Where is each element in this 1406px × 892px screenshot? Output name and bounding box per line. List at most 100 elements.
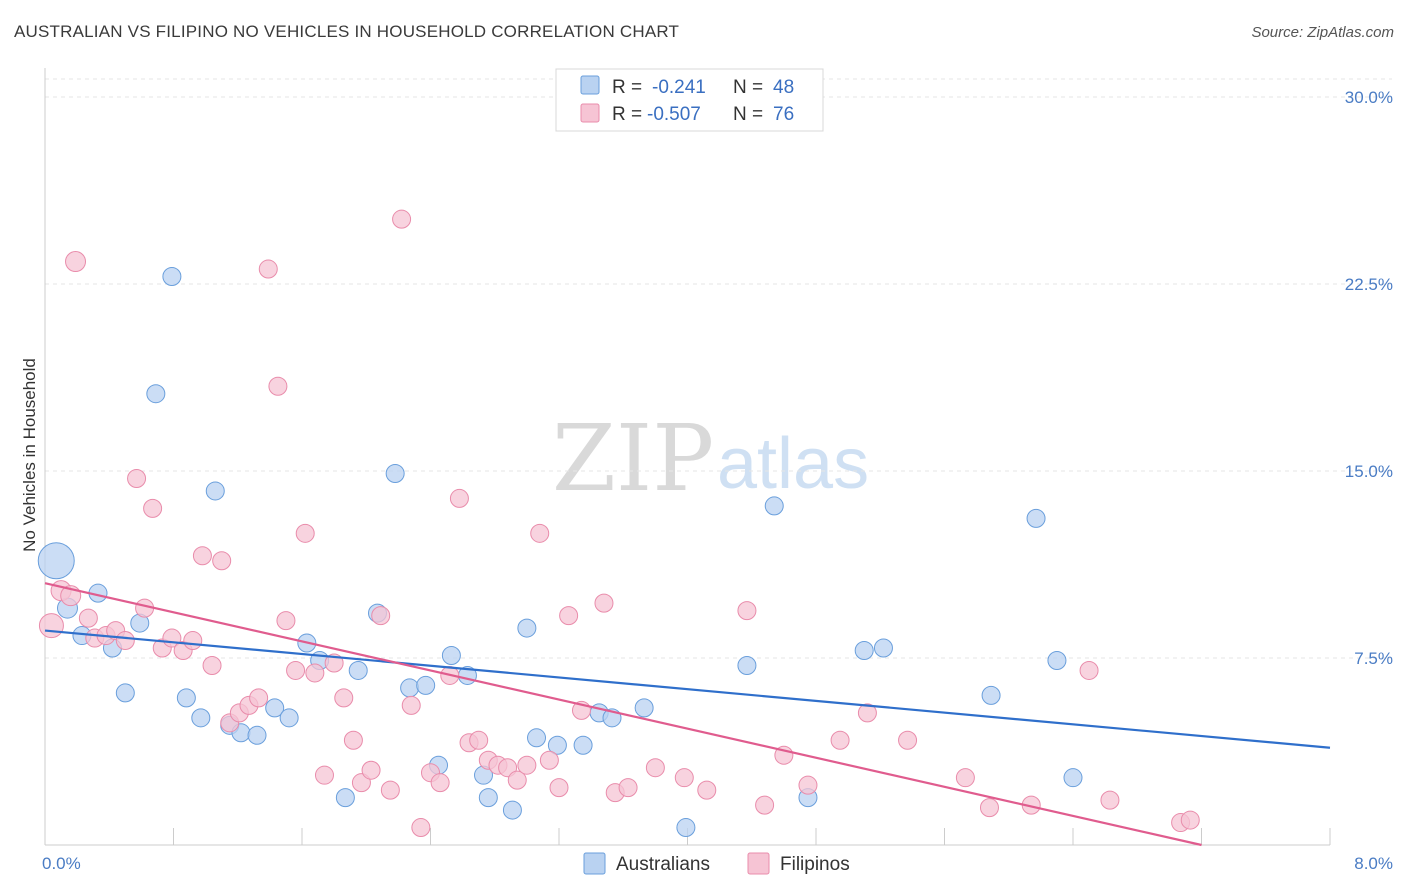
filipinos-point (645, 758, 665, 778)
x-tick-label: 8.0% (1354, 854, 1393, 873)
filipinos-point (507, 770, 527, 790)
legend-n-label-australians: N = (733, 77, 763, 98)
legend-r-label-filipinos: R = (612, 104, 642, 125)
filipinos-point (898, 730, 918, 750)
australians-point (634, 698, 654, 718)
source-label: Source: ZipAtlas.com (1251, 24, 1394, 41)
legend-swatch-australians (580, 75, 600, 95)
australians-point (416, 675, 436, 695)
australians-point (279, 708, 299, 728)
legend-n-value-filipinos: 76 (773, 104, 794, 125)
watermark: ZIP atlas (552, 405, 869, 512)
filipinos-point (469, 730, 489, 750)
filipinos-point (411, 818, 431, 838)
chart-title: AUSTRALIAN VS FILIPINO NO VEHICLES IN HO… (14, 22, 680, 41)
filipinos-point (697, 780, 717, 800)
filipinos-point (38, 613, 64, 639)
legend-r-value-filipinos: -0.507 (647, 104, 701, 125)
y-axis-title: No Vehicles in Household (20, 358, 39, 552)
filipinos-point (392, 209, 412, 229)
filipinos-point (361, 760, 381, 780)
australians-point (247, 725, 267, 745)
filipinos-point (549, 778, 569, 798)
grid (45, 78, 1392, 659)
legend-r-label-australians: R = (612, 77, 642, 98)
australians-point (1047, 650, 1067, 670)
filipinos-point (295, 523, 315, 543)
axes (44, 68, 1331, 846)
filipinos-point (674, 768, 694, 788)
filipinos-point (127, 468, 147, 488)
filipinos-point (430, 773, 450, 793)
bottom-legend-swatch-filipinos (747, 852, 770, 875)
filipinos-point (530, 523, 550, 543)
australians-point (502, 800, 522, 820)
filipinos-point (343, 730, 363, 750)
filipinos-point (955, 768, 975, 788)
australians-point (478, 788, 498, 808)
filipinos-point (830, 730, 850, 750)
filipinos-point (798, 775, 818, 795)
australians-point (764, 496, 784, 516)
australians-point (146, 384, 166, 404)
filipinos-point (594, 593, 614, 613)
filipinos-point (192, 546, 212, 566)
australians-point (348, 660, 368, 680)
australians-point (676, 818, 696, 838)
watermark-zip: ZIP (552, 405, 714, 512)
australians-point (176, 688, 196, 708)
y-tick-label: 22.5% (1345, 275, 1393, 294)
filipinos-point (857, 703, 877, 723)
filipinos-point (539, 750, 559, 770)
trend-lines (44, 582, 1331, 847)
filipinos-point (305, 663, 325, 683)
filipinos-point (449, 488, 469, 508)
filipinos-point (737, 601, 757, 621)
filipinos-point (517, 755, 537, 775)
australians-point (191, 708, 211, 728)
australians-point (737, 655, 757, 675)
legend-frame (555, 68, 824, 132)
australians-point (547, 735, 567, 755)
filipinos-point (258, 259, 278, 279)
australians-point (573, 735, 593, 755)
legend-row-filipinos: R = -0.507 N = 76 (580, 103, 794, 125)
bottom-legend-label-filipinos: Filipinos (780, 854, 850, 875)
y-tick-labels: 7.5% 15.0% 22.5% 30.0% (1345, 88, 1393, 668)
filipinos-point (78, 608, 98, 628)
legend: R = -0.241 N = 48 R = -0.507 N = 76 (555, 68, 824, 132)
filipinos-point (276, 611, 296, 631)
legend-swatch-filipinos (580, 103, 600, 123)
australians-trend-line (44, 629, 1331, 749)
x-tick-label: 0.0% (42, 854, 81, 873)
filipinos-point (755, 795, 775, 815)
filipinos-point (1100, 790, 1120, 810)
filipinos-point (559, 606, 579, 626)
watermark-atlas: atlas (717, 424, 869, 504)
filipinos-point (212, 551, 232, 571)
filipinos-trend-line (44, 582, 1202, 847)
australians-point (441, 646, 461, 666)
filipinos-point (115, 631, 135, 651)
australians-point (1063, 768, 1083, 788)
bottom-legend-label-australians: Australians (616, 854, 710, 875)
australians-point (162, 267, 182, 287)
australians-point (527, 728, 547, 748)
filipinos-point (183, 631, 203, 651)
data-points (37, 209, 1200, 838)
filipinos-point (314, 765, 334, 785)
australians-point (205, 481, 225, 501)
legend-n-label-filipinos: N = (733, 104, 763, 125)
filipinos-point (618, 778, 638, 798)
filipinos-point (202, 655, 222, 675)
filipinos-point (371, 606, 391, 626)
filipinos-point (979, 798, 999, 818)
filipinos-point (380, 780, 400, 800)
australians-point (873, 638, 893, 658)
australians-point (335, 788, 355, 808)
filipinos-point (324, 653, 344, 673)
australians-point (854, 641, 874, 661)
australians-point (1026, 508, 1046, 528)
filipinos-point (401, 695, 421, 715)
